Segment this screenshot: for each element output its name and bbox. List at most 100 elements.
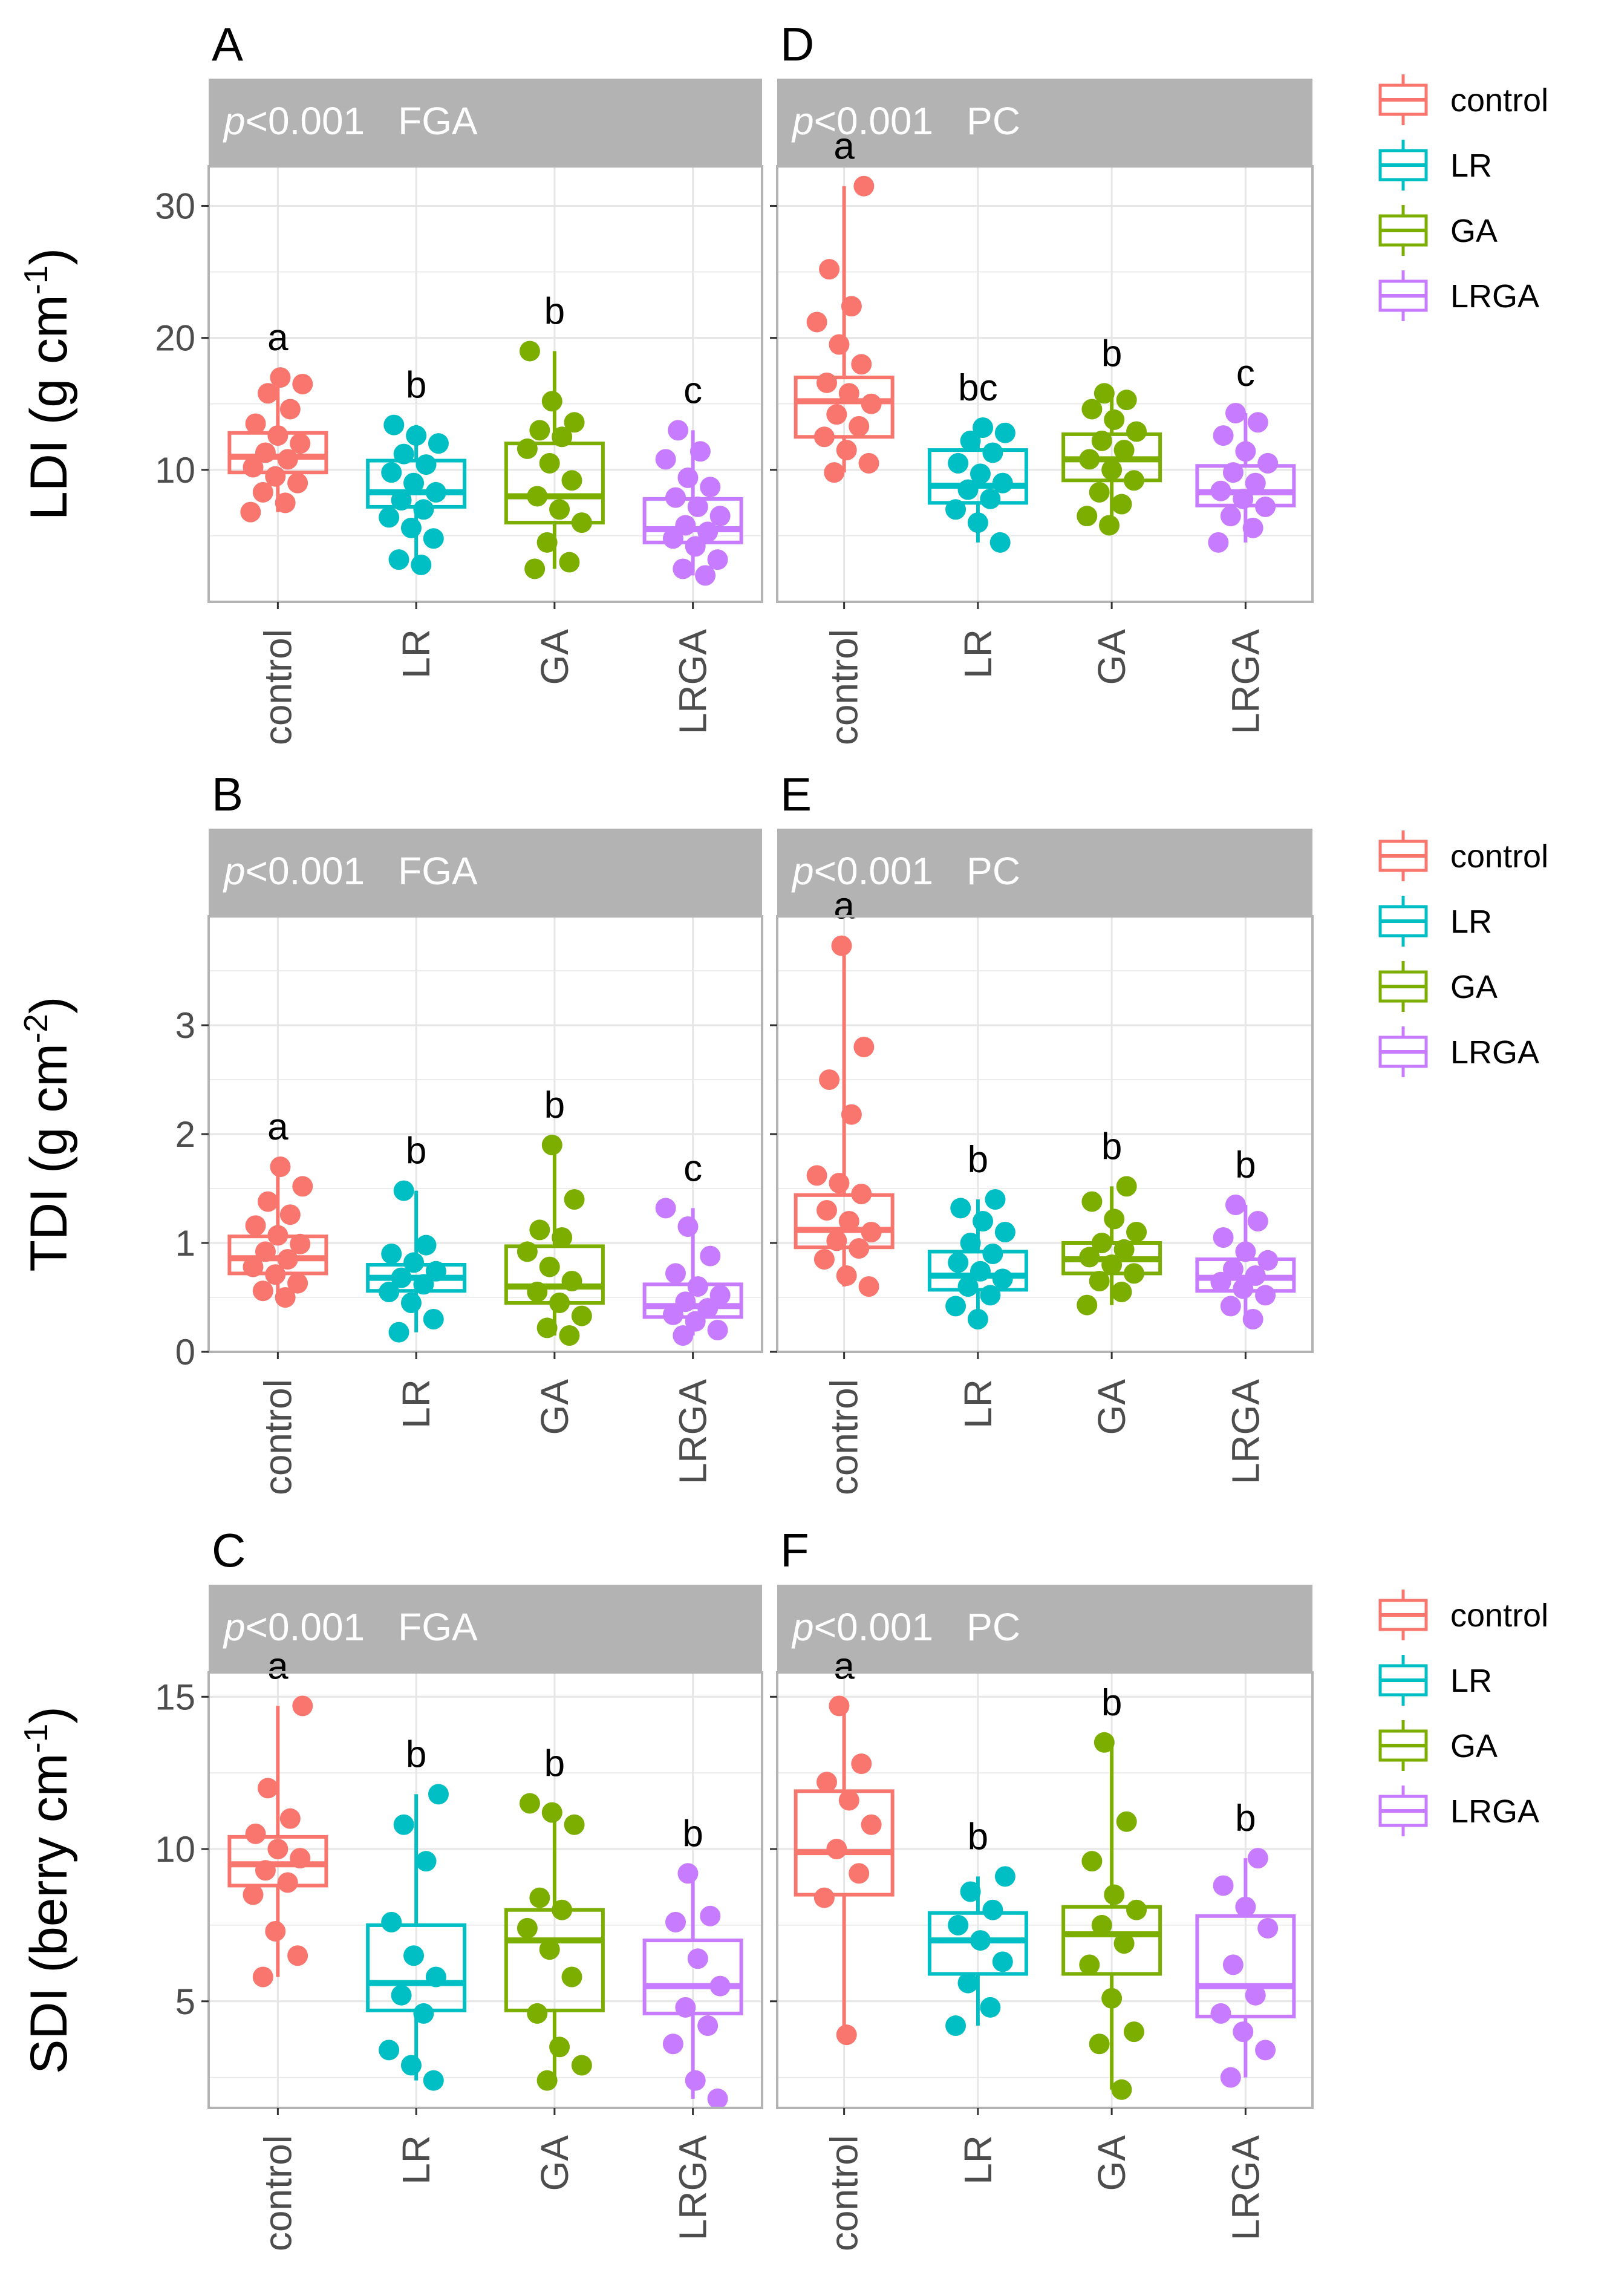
significance-letter: b <box>406 1733 426 1775</box>
data-point <box>1113 1933 1135 1954</box>
data-point <box>829 1173 850 1193</box>
data-point <box>1091 430 1112 451</box>
data-point <box>413 1274 434 1295</box>
x-tick-label: GA <box>1090 2135 1133 2191</box>
data-point <box>416 1234 437 1256</box>
data-point <box>806 1165 827 1186</box>
panel-border <box>776 1671 1314 2109</box>
facet-strip <box>209 79 762 166</box>
data-point <box>1225 1195 1247 1215</box>
data-point <box>290 1233 311 1254</box>
data-point <box>980 488 1001 509</box>
data-point <box>425 1966 446 1988</box>
data-point <box>287 472 308 494</box>
data-point <box>1233 2021 1254 2043</box>
data-point <box>1245 472 1266 494</box>
data-point <box>265 1264 286 1285</box>
data-point <box>816 1772 837 1793</box>
data-point <box>559 1325 580 1346</box>
data-point <box>1247 412 1268 433</box>
data-point <box>1101 459 1123 480</box>
data-point <box>1245 1265 1266 1286</box>
data-point <box>1210 1271 1231 1293</box>
data-point <box>381 1244 402 1264</box>
data-point <box>662 1304 683 1325</box>
data-point <box>948 452 969 474</box>
data-point <box>279 399 301 420</box>
data-point <box>529 1887 550 1908</box>
data-point <box>687 1276 708 1297</box>
x-tick-label: LR <box>394 2135 438 2185</box>
x-tick-label: LR <box>956 629 1000 679</box>
significance-letter: b <box>682 1813 703 1854</box>
data-point <box>675 1997 696 2018</box>
data-point <box>270 367 291 388</box>
data-point <box>549 1293 570 1313</box>
data-point <box>561 1966 582 1988</box>
data-point <box>524 558 546 579</box>
data-point <box>1242 517 1263 538</box>
p-symbol: p <box>791 1605 814 1649</box>
data-point <box>655 1198 676 1219</box>
x-tick-label: GA <box>533 1379 576 1435</box>
significance-letter: c <box>683 1147 702 1189</box>
x-tick-label: control <box>823 2135 866 2251</box>
data-point <box>685 2070 706 2091</box>
data-point <box>258 1778 279 1799</box>
box-LRGA: b <box>1195 1144 1296 1329</box>
data-point <box>994 422 1015 443</box>
significance-letter: b <box>968 1816 988 1857</box>
data-point <box>819 259 840 280</box>
data-point <box>287 1273 308 1294</box>
box-iqr <box>794 376 895 439</box>
data-point <box>265 1920 286 1942</box>
data-point <box>813 426 835 448</box>
facet-strip-label: p<0.001 FGA <box>223 849 478 893</box>
data-point <box>849 416 870 437</box>
facet-strip <box>777 1585 1312 1672</box>
data-point <box>240 501 261 523</box>
data-point <box>529 420 550 441</box>
p-symbol: p <box>791 99 814 143</box>
data-point <box>994 1866 1015 1887</box>
data-point <box>813 1887 835 1908</box>
p-symbol: p <box>223 849 246 893</box>
data-point <box>413 499 434 520</box>
box-GA: b <box>504 290 605 579</box>
data-point <box>391 1267 412 1288</box>
data-point <box>945 2015 966 2037</box>
data-point <box>806 311 827 333</box>
data-point <box>960 430 981 451</box>
data-point <box>707 549 728 570</box>
box-control: a <box>794 1645 895 2046</box>
data-point <box>665 1911 686 1932</box>
box-control: a <box>794 885 895 1297</box>
y-axis-title: LDI (g cm-1) <box>17 248 78 520</box>
significance-letter: b <box>1235 1144 1256 1186</box>
data-point <box>992 1951 1013 1972</box>
data-point <box>948 1914 969 1936</box>
significance-letter: a <box>267 1106 288 1148</box>
legend-label: GA <box>1450 1728 1498 1764</box>
panel-border <box>207 1671 763 2109</box>
data-point <box>391 1985 412 2006</box>
significance-letter: b <box>1101 1682 1122 1724</box>
significance-letter: b <box>544 1084 565 1126</box>
p-symbol: p <box>223 99 246 143</box>
y-tick-label: 10 <box>155 1829 195 1870</box>
data-point <box>1094 1732 1115 1753</box>
legend-label: control <box>1450 1597 1548 1634</box>
data-point <box>709 506 731 527</box>
data-point <box>539 1939 560 1960</box>
data-point <box>277 1872 298 1893</box>
significance-letter: b <box>1101 333 1122 374</box>
significance-letter: a <box>833 885 855 927</box>
data-point <box>849 1238 870 1259</box>
data-point <box>1220 1296 1241 1317</box>
data-point <box>677 1863 699 1884</box>
p-symbol: p <box>791 849 814 893</box>
data-point <box>1257 1250 1279 1271</box>
data-point <box>1123 1263 1144 1284</box>
data-point <box>1213 425 1234 446</box>
